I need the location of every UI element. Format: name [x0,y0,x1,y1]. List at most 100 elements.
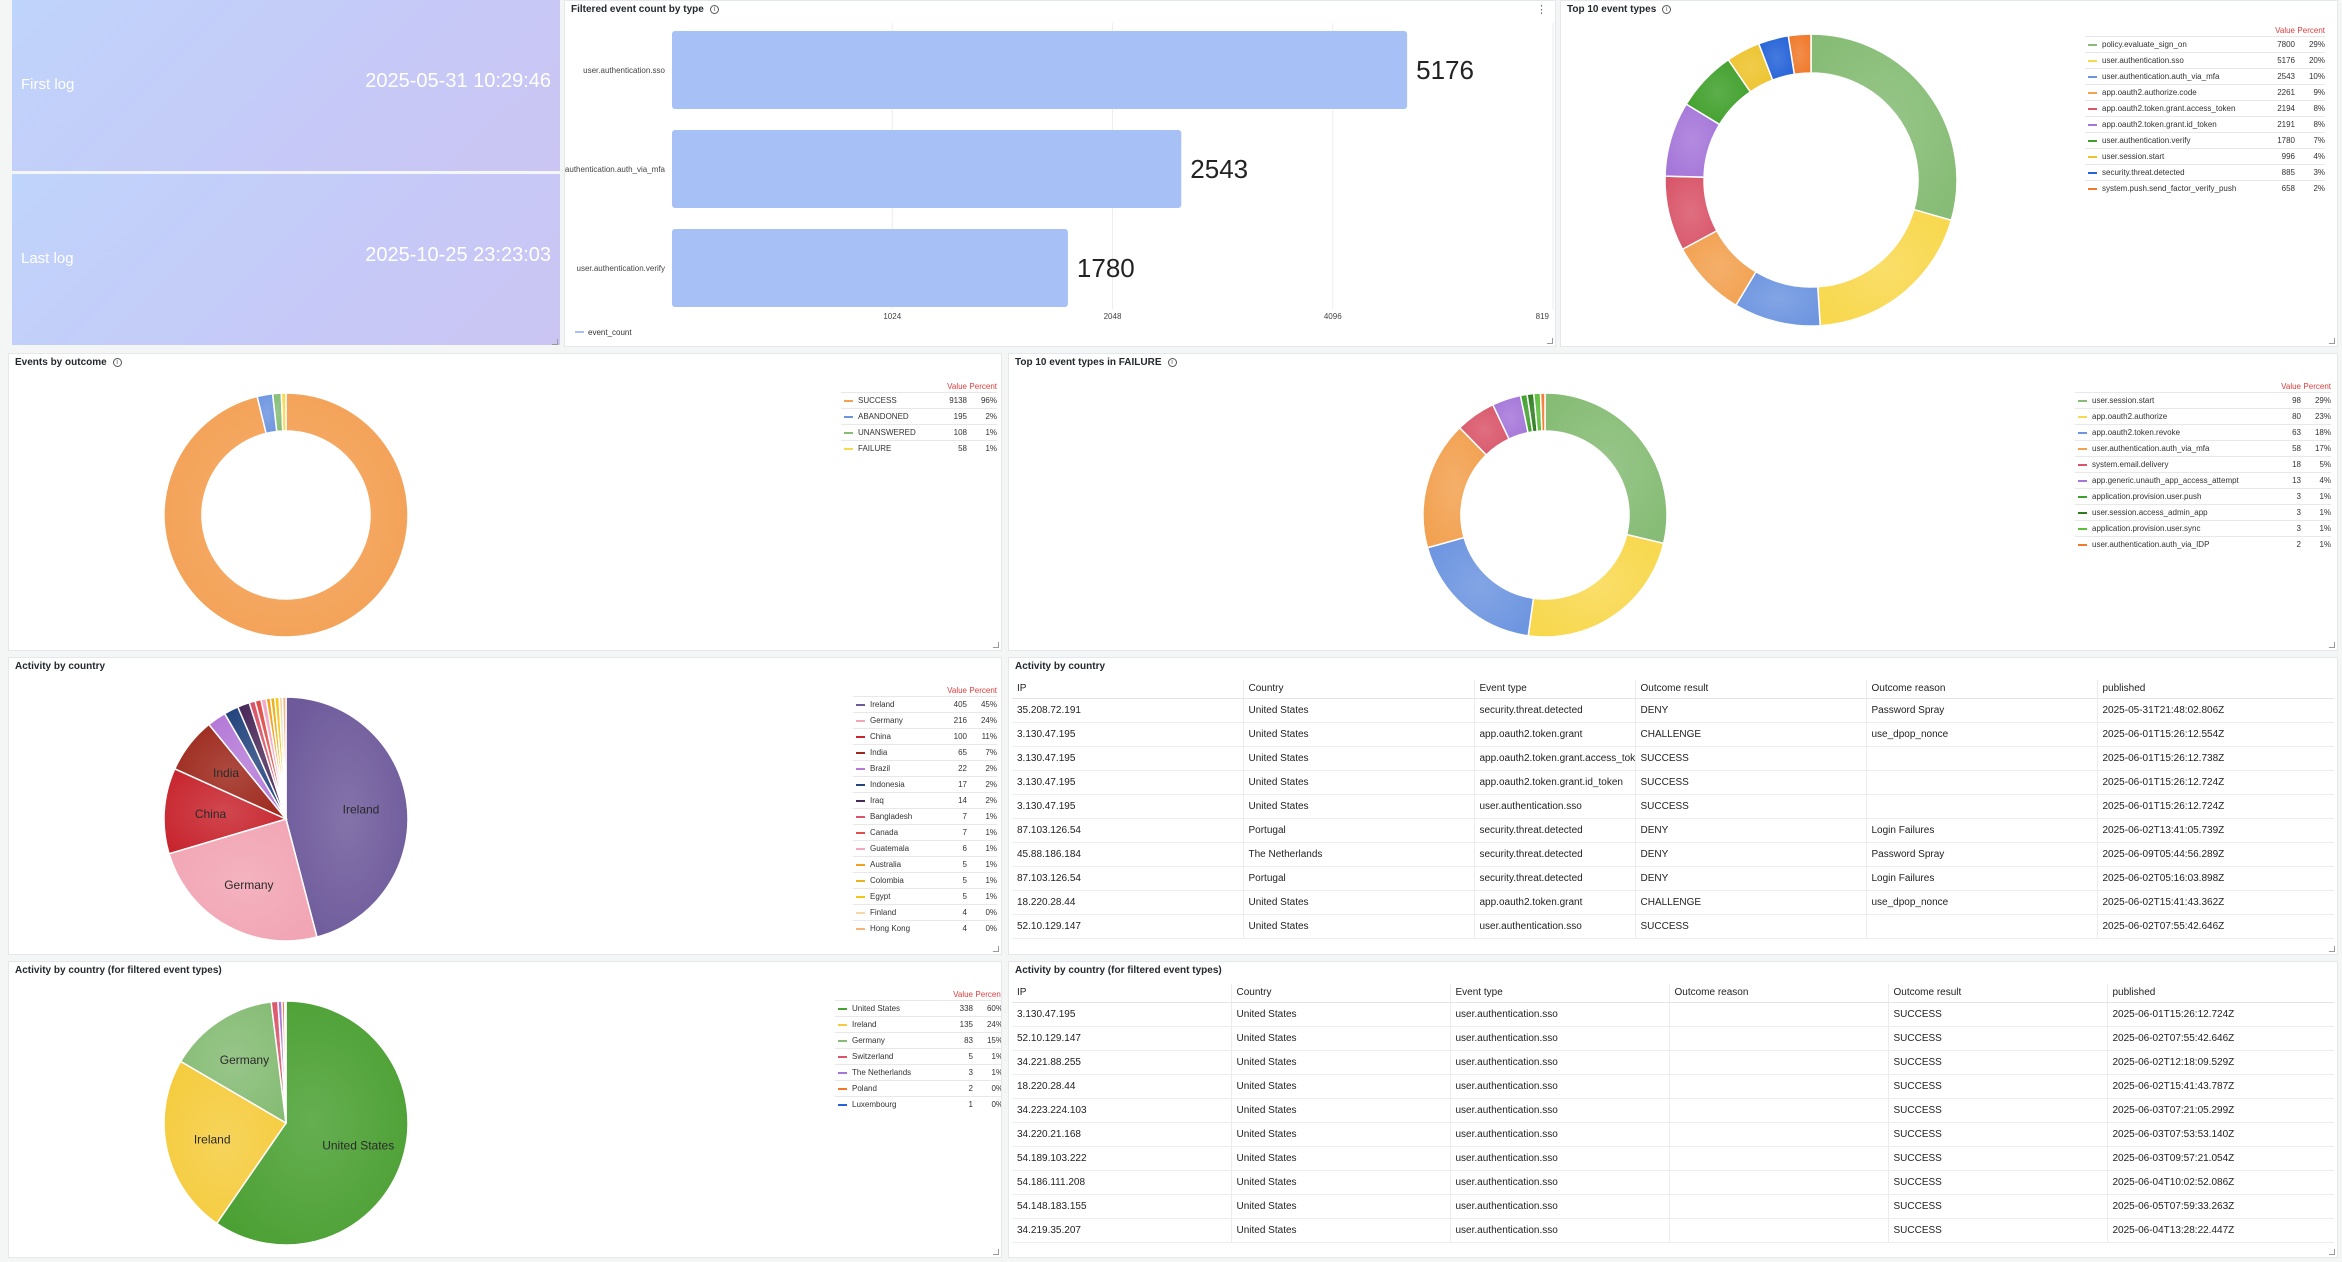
legend-item[interactable]: user.authentication.verify 1780 7% [2085,132,2325,148]
info-icon[interactable]: i [1662,5,1672,14]
legend-item[interactable]: Australia 5 1% [853,856,997,872]
column-header-ip[interactable]: IP [1012,680,1243,699]
bar-user-authentication-sso[interactable] [672,31,1408,109]
resize-handle[interactable] [552,339,558,345]
slice-user-authentication-sso[interactable] [1816,208,1953,327]
legend-item[interactable]: Brazil 22 2% [853,760,997,776]
slice-united-states[interactable] [215,1000,409,1246]
legend-item[interactable]: Germany 216 24% [853,712,997,728]
column-header-country[interactable]: Country [1230,984,1450,1003]
legend-item[interactable]: app.generic.unauth_app_access_attempt 13 4… [2075,472,2331,488]
value-header[interactable]: Value [947,686,967,695]
value-header[interactable]: Value [953,990,973,999]
legend-item[interactable]: system.push.send_factor_verify_push 658 2% [2085,180,2325,196]
legend-item[interactable]: SUCCESS 9138 96% [841,392,997,408]
table-row[interactable]: 54.186.111.208 United States user.authenti… [1012,1170,2334,1195]
legend-item[interactable]: security.threat.detected 885 3% [2085,164,2325,180]
legend-item[interactable]: Bangladesh 7 1% [853,808,997,824]
slice-app-oauth2-token-revoke[interactable] [1426,536,1535,637]
legend-item[interactable]: Finland 4 0% [853,904,997,920]
legend-item[interactable]: Guatemala 6 1% [853,840,997,856]
info-icon[interactable]: i [112,358,122,367]
slice-ireland[interactable] [285,696,409,938]
slice-user-session-start[interactable] [1544,392,1668,545]
legend-item[interactable]: app.oauth2.token.revoke 63 18% [2075,424,2331,440]
table-row[interactable]: 34.220.21.168 United States user.authentic… [1012,1122,2334,1147]
slice-failure[interactable] [280,392,287,432]
legend-item[interactable]: user.authentication.auth_via_mfa 58 17% [2075,440,2331,456]
legend-item[interactable]: Indonesia 17 2% [853,776,997,792]
percent-header[interactable]: Percent [969,382,997,391]
resize-handle[interactable] [993,946,999,952]
legend-item[interactable]: China 100 11% [853,728,997,744]
table-row[interactable]: 34.223.224.103 United States user.authenti… [1012,1098,2334,1123]
percent-header[interactable]: Percent [975,990,1002,999]
legend-item[interactable]: user.session.start 98 29% [2075,392,2331,408]
column-header-published[interactable]: published [2106,984,2334,1003]
table-row[interactable]: 52.10.129.147 United States user.authentic… [1012,1026,2334,1051]
legend-item[interactable]: ABANDONED 195 2% [841,408,997,424]
resize-handle[interactable] [2329,642,2335,648]
slice-germany[interactable] [168,818,318,942]
legend-item[interactable]: Luxembourg 1 0% [835,1096,1001,1112]
bar-user-authentication-verify[interactable] [672,229,1068,307]
legend-item[interactable]: user.authentication.auth_via_IDP 2 1% [2075,536,2331,552]
bar-user-authentication-auth-via-mfa[interactable] [672,130,1182,208]
legend-item[interactable]: Egypt 5 1% [853,888,997,904]
value-header[interactable]: Value [2281,382,2301,391]
value-header[interactable]: Value [947,382,967,391]
percent-header[interactable]: Percent [969,686,997,695]
legend-item[interactable]: app.oauth2.token.grant.access_token 2194 8… [2085,100,2325,116]
column-header-event-type[interactable]: Event type [1473,680,1635,699]
legend-item[interactable]: app.oauth2.token.grant.id_token 2191 8% [2085,116,2325,132]
legend-item[interactable]: user.session.start 996 4% [2085,148,2325,164]
slice-success[interactable] [163,392,409,638]
percent-header[interactable]: Percent [2297,26,2325,35]
legend-item[interactable]: Ireland 405 45% [853,696,997,712]
legend-item[interactable]: user.authentication.sso 5176 20% [2085,52,2325,68]
table-row[interactable]: 87.103.126.54 Portugal security.threat.det… [1012,818,2334,843]
table-row[interactable]: 52.10.129.147 United States user.authentic… [1012,914,2334,939]
slice-germany[interactable] [179,1001,287,1125]
table-row[interactable]: 54.148.183.155 United States user.authenti… [1012,1194,2334,1219]
legend-item[interactable]: application.provision.user.push 3 1% [2075,488,2331,504]
slice-china[interactable] [163,767,289,855]
slice-hong-kong[interactable] [281,696,287,820]
slice-app-oauth2-authorize[interactable] [1527,533,1665,638]
table-row[interactable]: 3.130.47.195 United States user.authentica… [1012,1002,2334,1027]
slice-policy-evaluate-sign-on[interactable] [1810,33,1958,222]
table-row[interactable]: 18.220.28.44 United States app.oauth2.toke… [1012,890,2334,915]
legend-label[interactable]: event_count [588,328,632,337]
column-header-event-type[interactable]: Event type [1449,984,1669,1003]
legend-item[interactable]: Poland 2 0% [835,1080,1001,1096]
column-header-outcome-reason[interactable]: Outcome reason [1865,680,2097,699]
legend-item[interactable]: policy.evaluate_sign_on 7800 29% [2085,36,2325,52]
legend-item[interactable]: system.email.delivery 18 5% [2075,456,2331,472]
resize-handle[interactable] [993,642,999,648]
info-icon[interactable]: i [1167,358,1177,367]
percent-header[interactable]: Percent [2303,382,2331,391]
resize-handle[interactable] [2329,338,2335,344]
resize-handle[interactable] [1547,338,1553,344]
legend-item[interactable]: app.oauth2.authorize 80 23% [2075,408,2331,424]
table-row[interactable]: 54.189.103.222 United States user.authenti… [1012,1146,2334,1171]
table-row[interactable]: 45.88.186.184 The Netherlands security.thr… [1012,842,2334,867]
table-row[interactable]: 34.219.35.207 United States user.authentic… [1012,1218,2334,1243]
table-row[interactable]: 3.130.47.195 United States user.authentica… [1012,794,2334,819]
legend-item[interactable]: application.provision.user.sync 3 1% [2075,520,2331,536]
column-header-ip[interactable]: IP [1012,984,1231,1003]
legend-item[interactable]: user.authentication.auth_via_mfa 2543 10% [2085,68,2325,84]
slice-ireland[interactable] [163,1060,288,1225]
slice-user-authentication-auth-via-idp[interactable] [1539,392,1546,432]
resize-handle[interactable] [2329,946,2335,952]
column-header-outcome-reason[interactable]: Outcome reason [1668,984,1888,1003]
table-row[interactable]: 34.221.88.255 United States user.authentic… [1012,1050,2334,1075]
legend-item[interactable]: India 65 7% [853,744,997,760]
value-header[interactable]: Value [2275,26,2295,35]
legend-item[interactable]: Germany 83 15% [835,1032,1001,1048]
legend-item[interactable]: user.session.access_admin_app 3 1% [2075,504,2331,520]
info-icon[interactable]: i [709,5,719,14]
legend-item[interactable]: Canada 7 1% [853,824,997,840]
resize-handle[interactable] [2329,1249,2335,1255]
panel-menu-icon[interactable]: ⋮ [1536,4,1547,16]
